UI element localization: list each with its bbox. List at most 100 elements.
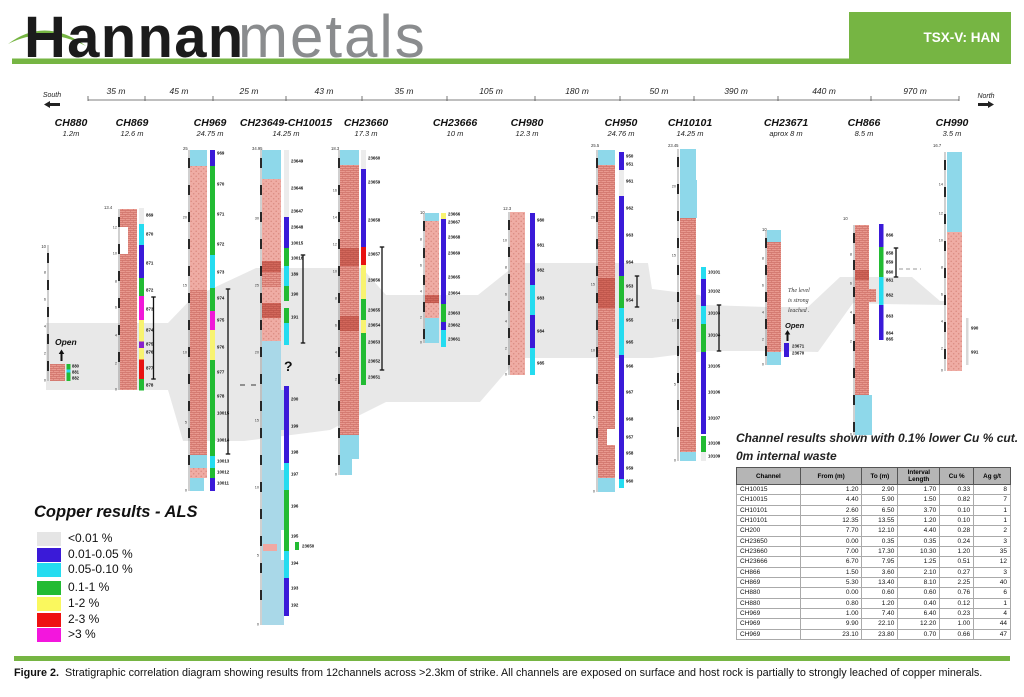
svg-text:23668: 23668: [448, 235, 461, 240]
svg-text:10015: 10015: [291, 241, 304, 246]
svg-text:10: 10: [41, 244, 46, 249]
svg-text:975: 975: [217, 318, 225, 323]
svg-text:10016: 10016: [291, 256, 304, 261]
svg-text:The level: The level: [788, 288, 810, 294]
svg-text:863: 863: [886, 314, 894, 319]
svg-text:194: 194: [291, 561, 299, 566]
svg-text:Open: Open: [785, 321, 805, 330]
svg-text:24.75 m: 24.75 m: [195, 129, 223, 138]
svg-text:191: 191: [291, 315, 299, 320]
svg-text:969: 969: [217, 151, 225, 156]
svg-text:2: 2: [335, 378, 337, 382]
svg-text:974: 974: [217, 296, 225, 301]
svg-text:Open: Open: [55, 337, 77, 347]
svg-text:864: 864: [886, 331, 894, 336]
svg-text:983: 983: [537, 296, 545, 301]
svg-text:23650: 23650: [302, 544, 315, 549]
svg-text:is strong: is strong: [788, 298, 809, 304]
svg-text:24.76 m: 24.76 m: [606, 129, 634, 138]
svg-text:2: 2: [420, 316, 422, 320]
svg-text:8: 8: [44, 271, 46, 275]
svg-text:23655: 23655: [368, 308, 381, 313]
svg-text:23654: 23654: [368, 323, 381, 328]
svg-text:TSX-V: HAN: TSX-V: HAN: [923, 30, 1000, 45]
svg-text:8: 8: [115, 280, 117, 284]
svg-text:190: 190: [291, 292, 299, 297]
svg-text:10015: 10015: [217, 411, 230, 416]
svg-text:23663: 23663: [448, 311, 461, 316]
svg-text:875: 875: [146, 342, 154, 347]
svg-text:23661: 23661: [448, 337, 461, 342]
svg-text:12: 12: [333, 243, 337, 247]
svg-text:23660: 23660: [368, 156, 381, 161]
svg-text:25: 25: [183, 146, 188, 151]
svg-text:985: 985: [537, 361, 545, 366]
svg-text:0: 0: [850, 433, 852, 437]
svg-text:0: 0: [185, 489, 187, 493]
svg-text:0: 0: [420, 341, 422, 345]
svg-text:962: 962: [626, 206, 634, 211]
svg-text:23652: 23652: [368, 359, 381, 364]
svg-text:?: ?: [284, 358, 293, 374]
svg-text:4: 4: [505, 320, 507, 324]
svg-text:196: 196: [291, 504, 299, 509]
svg-text:30: 30: [255, 217, 259, 221]
svg-text:991: 991: [971, 350, 979, 355]
svg-text:10: 10: [333, 270, 337, 274]
svg-text:18.3: 18.3: [331, 146, 340, 151]
svg-text:4: 4: [850, 311, 852, 315]
svg-text:23662: 23662: [448, 323, 461, 328]
svg-text:6: 6: [762, 284, 764, 288]
svg-text:20: 20: [255, 351, 259, 355]
svg-text:10101: 10101: [708, 270, 721, 275]
svg-text:955: 955: [626, 318, 634, 323]
svg-text:10: 10: [843, 216, 848, 221]
svg-text:195: 195: [291, 534, 299, 539]
svg-text:197: 197: [291, 472, 299, 477]
svg-text:8: 8: [850, 253, 852, 257]
svg-text:984: 984: [537, 329, 545, 334]
svg-text:877: 877: [146, 366, 154, 371]
svg-text:10 m: 10 m: [447, 129, 464, 138]
svg-text:865: 865: [886, 337, 894, 342]
svg-text:10012: 10012: [217, 470, 230, 475]
svg-text:4: 4: [44, 325, 46, 329]
svg-text:12: 12: [113, 226, 117, 230]
svg-text:23665: 23665: [448, 275, 461, 280]
svg-text:34.95: 34.95: [252, 146, 263, 151]
svg-text:10: 10: [939, 239, 943, 243]
svg-text:858: 858: [886, 251, 894, 256]
svg-text:390 m: 390 m: [724, 86, 748, 96]
svg-text:10107: 10107: [708, 416, 721, 421]
svg-text:CH950: CH950: [605, 117, 638, 129]
svg-text:10103: 10103: [708, 311, 721, 316]
svg-text:871: 871: [146, 261, 154, 266]
svg-text:North: North: [977, 93, 994, 100]
svg-text:5: 5: [593, 416, 595, 420]
svg-text:966: 966: [626, 364, 634, 369]
svg-text:23659: 23659: [368, 180, 381, 185]
svg-text:15: 15: [591, 283, 595, 287]
svg-text:2: 2: [44, 352, 46, 356]
svg-text:10109: 10109: [708, 454, 721, 459]
svg-text:23.45: 23.45: [668, 143, 679, 148]
svg-text:12.6 m: 12.6 m: [121, 129, 144, 138]
svg-text:970: 970: [217, 182, 225, 187]
svg-text:20: 20: [672, 185, 676, 189]
svg-text:959: 959: [626, 466, 634, 471]
svg-text:43 m: 43 m: [315, 86, 334, 96]
svg-text:954: 954: [626, 298, 634, 303]
svg-text:8: 8: [420, 238, 422, 242]
svg-text:8.5 m: 8.5 m: [855, 129, 874, 138]
svg-text:50 m: 50 m: [650, 86, 669, 96]
svg-text:860: 860: [886, 270, 894, 275]
svg-text:6: 6: [44, 298, 46, 302]
svg-text:6: 6: [335, 324, 337, 328]
svg-text:35 m: 35 m: [107, 86, 126, 96]
svg-text:10: 10: [113, 252, 117, 256]
svg-text:8: 8: [941, 266, 943, 270]
svg-text:965: 965: [626, 340, 634, 345]
svg-text:189: 189: [291, 272, 299, 277]
svg-text:4: 4: [941, 320, 943, 324]
svg-text:12: 12: [939, 212, 943, 216]
